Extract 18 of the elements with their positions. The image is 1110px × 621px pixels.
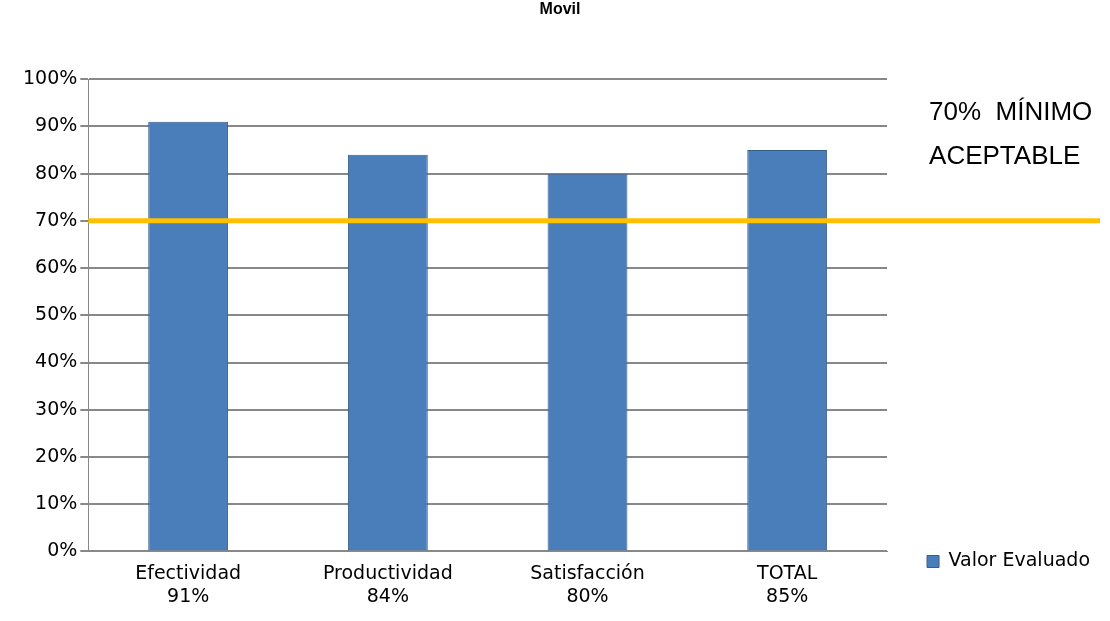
y-tick-label: 30% [35, 396, 78, 419]
y-tick-label: 100% [22, 66, 78, 89]
y-tick-label: 10% [35, 491, 78, 514]
y-tick-label: 0% [47, 538, 78, 561]
ref-line-label: 70% MÍNIMO ACEPTABLE [929, 96, 1093, 171]
chart-title: Movil [539, 0, 581, 18]
y-tick-label: 50% [35, 302, 78, 325]
y-tick-label: 80% [35, 160, 78, 183]
x-tick-label: Productividad 84% [322, 560, 453, 606]
x-tick-label: Satisfacción 80% [530, 560, 645, 606]
y-tick-label: 90% [35, 113, 78, 136]
x-tick-label: TOTAL 85% [756, 560, 818, 606]
legend-label: Valor Evaluado [948, 548, 1091, 571]
y-tick-label: 20% [35, 443, 78, 466]
y-tick-label: 60% [35, 255, 78, 278]
x-tick-label: Efectividad 91% [135, 560, 242, 606]
y-tick-label: 40% [35, 349, 78, 372]
y-tick-label: 70% [35, 207, 78, 230]
